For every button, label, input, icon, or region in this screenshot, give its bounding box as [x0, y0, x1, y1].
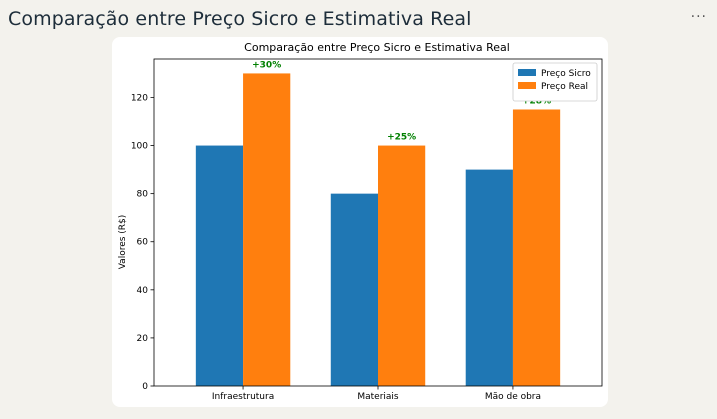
bar-2-2: [378, 145, 426, 386]
bar-2-3: [512, 109, 561, 386]
y-tick-label-2: 20: [137, 334, 149, 344]
bar-1-3: [465, 169, 513, 386]
y-tick-label-3: 40: [137, 286, 149, 296]
bar-annotation-3: +28%: [522, 96, 551, 106]
y-tick-label-7: 120: [131, 93, 148, 103]
legend-label-2: Preço Real: [541, 82, 588, 92]
bar-annotation-2: +25%: [387, 133, 416, 143]
x-tick-label-2: Materiais: [357, 392, 399, 402]
y-axis-label: Valores (R$): [118, 215, 128, 270]
y-tick-label-6: 100: [131, 142, 148, 152]
chart-title: Comparação entre Preço Sicro e Estimativ…: [244, 41, 510, 54]
bar-2-1: [243, 73, 291, 387]
bar-annotation-1: +30%: [252, 60, 281, 70]
bar-1-2: [330, 193, 378, 386]
page-title: Comparação entre Preço Sicro e Estimativ…: [8, 8, 472, 30]
chart-card: Comparação entre Preço Sicro e Estimativ…: [112, 37, 608, 407]
legend-swatch-2: [518, 82, 536, 89]
y-tick-label-1: 0: [142, 382, 148, 392]
x-tick-label-1: Infraestrutura: [212, 392, 274, 402]
y-tick-label-5: 80: [137, 190, 149, 200]
legend-swatch-1: [518, 69, 536, 76]
legend-label-1: Preço Sicro: [541, 69, 591, 79]
bar-1-1: [195, 145, 244, 386]
plot-frame: [153, 58, 603, 387]
more-options-button[interactable]: ···: [690, 9, 707, 25]
bar-chart: Comparação entre Preço Sicro e Estimativ…: [118, 41, 603, 402]
y-tick-label-4: 60: [137, 238, 149, 248]
x-tick-label-3: Mão de obra: [485, 392, 541, 402]
legend: Preço Sicro Preço Real: [512, 62, 598, 102]
